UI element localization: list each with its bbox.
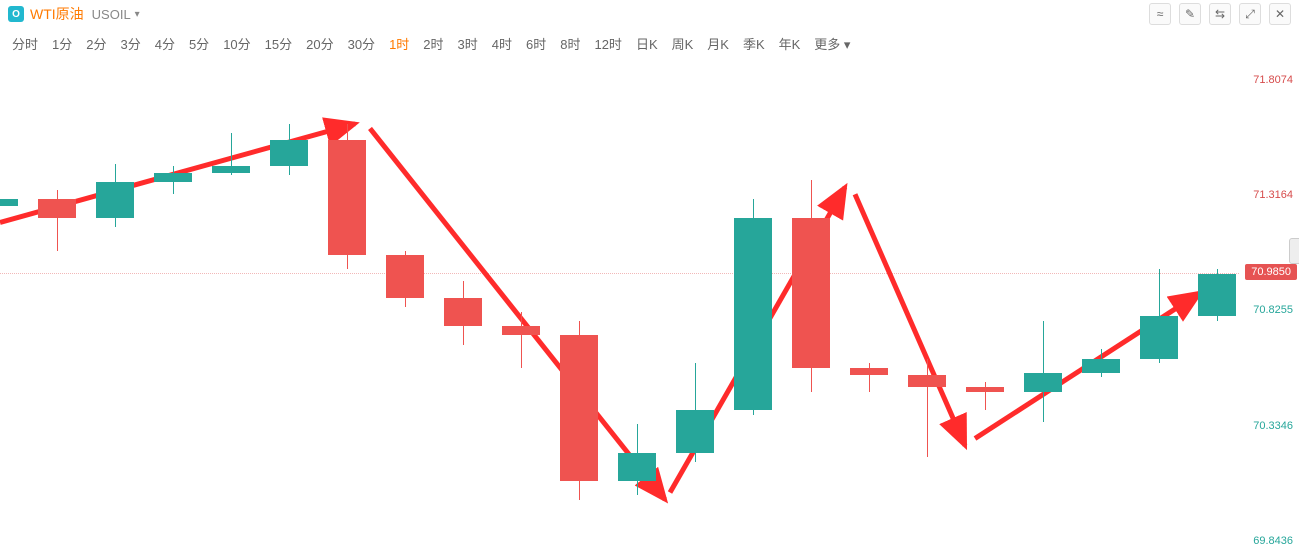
current-price-line: [0, 273, 1239, 274]
trend-arrow: [855, 194, 965, 445]
logo-badge: O: [8, 6, 24, 22]
timeframe-6时[interactable]: 6时: [526, 34, 546, 53]
candle-body: [0, 199, 18, 206]
timeframe-分时[interactable]: 分时: [12, 34, 38, 53]
timeframe-周K[interactable]: 周K: [672, 34, 694, 53]
timeframe-3时[interactable]: 3时: [458, 34, 478, 53]
timeframe-5分[interactable]: 5分: [189, 34, 209, 53]
timeframe-3分[interactable]: 3分: [120, 34, 140, 53]
candle-body: [908, 375, 946, 387]
timeframe-日K[interactable]: 日K: [636, 34, 658, 53]
chart-canvas[interactable]: [0, 58, 1239, 541]
candle-body: [618, 453, 656, 481]
candle-body: [328, 140, 366, 255]
candle-body: [966, 387, 1004, 392]
close-icon[interactable]: ✕: [1269, 3, 1291, 25]
candle-wick: [927, 359, 928, 458]
chevron-down-icon[interactable]: ▾: [135, 9, 140, 20]
candle-body: [38, 199, 76, 218]
price-axis-label: 70.3346: [1253, 420, 1293, 432]
price-axis-label: 70.8255: [1253, 304, 1293, 316]
candle-body: [96, 182, 134, 217]
timeframe-年K[interactable]: 年K: [779, 34, 801, 53]
axis-scale-handle[interactable]: [1289, 238, 1299, 264]
candle-body: [502, 326, 540, 335]
timeframe-2时[interactable]: 2时: [423, 34, 443, 53]
timeframe-1时[interactable]: 1时: [389, 34, 409, 53]
expand-icon[interactable]: ⤢: [1239, 3, 1261, 25]
timeframe-30分[interactable]: 30分: [348, 34, 375, 53]
edit-icon[interactable]: ✎: [1179, 3, 1201, 25]
timeframe-8时[interactable]: 8时: [560, 34, 580, 53]
symbol-code: USOIL: [92, 7, 131, 22]
chart-header: O WTI原油 USOIL ▾ ≈ ✎ ⇆ ⤢ ✕: [0, 0, 1299, 28]
candle-body: [1198, 274, 1236, 316]
timeframe-月K[interactable]: 月K: [707, 34, 729, 53]
candle-wick: [521, 312, 522, 368]
candle-body: [676, 410, 714, 452]
header-toolbar: ≈ ✎ ⇆ ⤢ ✕: [1149, 3, 1291, 25]
timeframe-20分[interactable]: 20分: [306, 34, 333, 53]
price-axis: 71.807471.316470.825570.334669.843670.98…: [1239, 58, 1299, 541]
price-axis-label: 71.8074: [1253, 74, 1293, 86]
current-price-tag: 70.9850: [1245, 264, 1297, 280]
candle-body: [386, 255, 424, 297]
candle-body: [1024, 373, 1062, 392]
candle-body: [850, 368, 888, 375]
candle-body: [560, 335, 598, 481]
compare-icon[interactable]: ⇆: [1209, 3, 1231, 25]
candle-body: [1140, 316, 1178, 358]
timeframe-more[interactable]: 更多 ▾: [814, 34, 850, 53]
candle-body: [212, 166, 250, 173]
candle-body: [1082, 359, 1120, 373]
timeframe-4时[interactable]: 4时: [492, 34, 512, 53]
timeframe-4分[interactable]: 4分: [155, 34, 175, 53]
trend-arrow: [370, 128, 665, 499]
price-axis-label: 69.8436: [1253, 535, 1293, 547]
symbol-name[interactable]: WTI原油: [30, 4, 84, 24]
price-axis-label: 71.3164: [1253, 189, 1293, 201]
timeframe-15分[interactable]: 15分: [265, 34, 292, 53]
chart-type-icon[interactable]: ≈: [1149, 3, 1171, 25]
candle-body: [734, 218, 772, 411]
candle-body: [792, 218, 830, 368]
timeframe-bar: 分时 1分 2分 3分 4分 5分 10分 15分 20分 30分 1时 2时 3时 4时 6时 8时 12时日…: [0, 28, 1299, 58]
candle-body: [270, 140, 308, 166]
candle-body: [444, 298, 482, 326]
candle-body: [154, 173, 192, 182]
timeframe-季K[interactable]: 季K: [743, 34, 765, 53]
candle-wick: [1043, 321, 1044, 422]
timeframe-12时[interactable]: 12时: [594, 34, 621, 53]
timeframe-10分[interactable]: 10分: [223, 34, 250, 53]
timeframe-2分[interactable]: 2分: [86, 34, 106, 53]
timeframe-1分[interactable]: 1分: [52, 34, 72, 53]
